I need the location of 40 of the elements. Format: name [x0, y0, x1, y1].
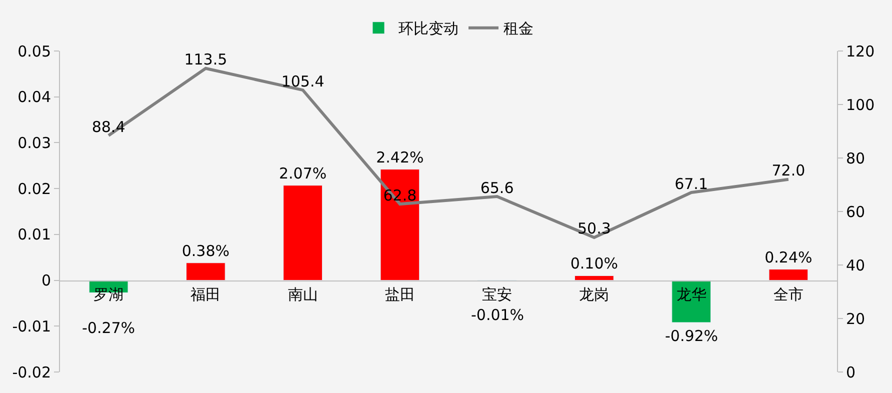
- data-label: 67.1: [674, 174, 708, 193]
- y-tick-label: 0: [41, 272, 51, 290]
- x-tick-label: 龙华: [676, 285, 706, 304]
- y2-tick-label: 40: [846, 256, 866, 274]
- data-label: -0.27%: [82, 319, 136, 337]
- data-label: 0.24%: [764, 248, 812, 266]
- x-tick-label: 宝安: [482, 285, 512, 304]
- y2-tick-label: 120: [846, 42, 875, 60]
- data-label: 2.07%: [278, 164, 327, 182]
- x-tick-label: 全市: [773, 285, 804, 304]
- y-tick-label: 0.04: [18, 88, 51, 106]
- data-label: 62.8: [383, 186, 417, 204]
- data-label: 50.3: [577, 220, 611, 238]
- data-label: 88.4: [92, 118, 126, 136]
- y2-tick-label: 100: [846, 96, 875, 114]
- data-label: 105.4: [281, 72, 324, 90]
- data-label: 72.0: [772, 162, 806, 180]
- legend-label: 环比变动: [398, 20, 458, 38]
- data-label: 2.42%: [376, 148, 424, 166]
- x-tick-label: 南山: [288, 285, 318, 304]
- y-tick-label: 0.01: [18, 226, 51, 244]
- y-tick-label: 0.05: [18, 42, 51, 60]
- y2-tick-label: 60: [846, 202, 866, 221]
- y-tick-label: -0.01: [12, 317, 51, 336]
- data-label: -0.92%: [665, 327, 718, 345]
- y2-tick-label: 80: [846, 149, 866, 168]
- data-label: 0.10%: [570, 254, 618, 273]
- legend-label: 租金: [504, 20, 534, 38]
- y-tick-label: 0.03: [18, 134, 51, 152]
- data-label: -0.01%: [471, 306, 524, 324]
- y-tick-label: -0.02: [12, 363, 51, 382]
- data-label: 0.38%: [182, 242, 230, 260]
- y2-tick-label: 0: [846, 363, 856, 382]
- data-label: 65.6: [480, 178, 514, 197]
- x-tick-label: 龙岗: [579, 285, 610, 304]
- y-tick-label: 0.02: [18, 180, 51, 198]
- x-tick-label: 福田: [190, 285, 221, 304]
- x-tick-label: 盐田: [384, 285, 415, 304]
- y2-tick-label: 20: [846, 310, 866, 328]
- data-label: 113.5: [184, 50, 228, 69]
